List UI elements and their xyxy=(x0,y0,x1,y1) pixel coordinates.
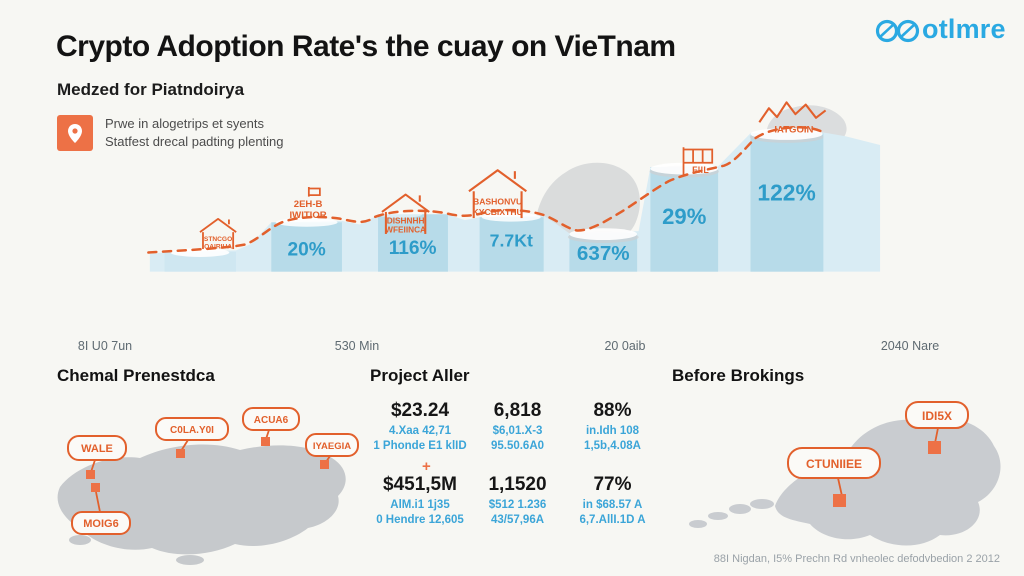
svg-text:DISHNHH: DISHNHH xyxy=(387,217,425,226)
map-callout: MOIG6 xyxy=(71,483,131,535)
x-tick: 20 0aib xyxy=(604,339,646,353)
bar xyxy=(378,214,448,272)
svg-text:BASHONVU: BASHONVU xyxy=(473,197,522,207)
svg-text:IYAEGIA: IYAEGIA xyxy=(313,441,351,452)
section-title-left: Chemal Prenestdca xyxy=(57,366,215,385)
map-pin-icon xyxy=(57,115,93,151)
bar-value: 20% xyxy=(287,239,325,260)
svg-text:STNCGO: STNCGO xyxy=(204,236,232,243)
slashed-circle-icon xyxy=(896,19,920,42)
stat-cell: $451,5M AlM.i1 1j35 0 Hendre 12,605 xyxy=(376,474,464,526)
svg-text:2EH-B: 2EH-B xyxy=(294,199,323,210)
bar xyxy=(479,217,544,272)
legend-line-2: Statfest drecal padting plenting xyxy=(105,134,284,149)
section-title-right: Before Brokings xyxy=(672,366,805,385)
legend: Prwe in alogetrips et syents Statfest dr… xyxy=(57,115,284,151)
x-tick: 8I U0 7un xyxy=(77,339,133,353)
bar xyxy=(750,133,824,272)
stat-cell: 1,1520 $512 1.236 43/57,96A xyxy=(488,474,547,526)
svg-text:IATGOIN: IATGOIN xyxy=(774,125,813,136)
stat-cell: 88% in.Idh 108 1,5b,4.08A xyxy=(584,400,641,452)
map-callout: WALE xyxy=(67,435,127,479)
footer-caption: 88I Nigdan, I5% Prechn Rd vnheolec defod… xyxy=(713,553,1000,565)
bar-value: 637% xyxy=(577,242,630,265)
stat-cell: 6,818 $6,01.X-3 95.50.6A0 xyxy=(490,400,545,452)
house-icon: DISHNHH WFEIINCA xyxy=(381,193,430,234)
house-icon: STNCGO QAIRIUA xyxy=(199,217,237,250)
brand-logo-text: otlmre xyxy=(922,14,1006,44)
map-silhouette xyxy=(775,418,1001,546)
svg-text:QAIRIUA: QAIRIUA xyxy=(204,243,232,250)
svg-text:KYCBIXTHU: KYCBIXTHU xyxy=(473,207,523,217)
left-country-map: WALE C0LA.Y0I ACUA6 IYAEGIA MOIG6 xyxy=(57,407,359,565)
map-callout: CTUNIIEE xyxy=(787,447,881,507)
legend-text: Prwe in alogetrips et syents Statfest dr… xyxy=(105,115,284,151)
sign-icon: 2EH-B IWITIOR xyxy=(290,187,327,221)
svg-text:MOIG6: MOIG6 xyxy=(83,518,118,530)
mountain-zigzag-icon: IATGOIN xyxy=(758,101,827,136)
house-icon: BASHONVU KYCBIXTHU xyxy=(468,169,527,219)
section-title-middle: Project Aller xyxy=(370,366,470,385)
flag-icon: F!!L xyxy=(682,147,714,176)
bar xyxy=(650,167,719,272)
stat-cell: 77% in $68.57 A 6,7.AllI.1D A xyxy=(579,474,646,526)
svg-text:WFEIINCA: WFEIINCA xyxy=(385,225,426,234)
x-tick: 530 Min xyxy=(334,339,380,353)
map-callout: IYAEGIA xyxy=(305,433,359,469)
svg-text:ACUA6: ACUA6 xyxy=(254,415,289,426)
svg-text:C0LA.Y0I: C0LA.Y0I xyxy=(170,425,214,436)
stat-cell: $23.24 4.Xaa 42,71 1 Phonde E1 klID xyxy=(373,400,467,452)
bar xyxy=(164,251,236,272)
adoption-area-chart: STNCGO QAIRIUA 2EH-B IWITIOR DISHNHH WFE… xyxy=(147,101,881,272)
x-tick: 2040 Nare xyxy=(880,339,940,353)
map-callout: C0LA.Y0I xyxy=(155,417,229,458)
slashed-circle-icon xyxy=(875,19,899,42)
bar-value: 122% xyxy=(757,179,815,205)
svg-text:CTUNIIEE: CTUNIIEE xyxy=(806,457,862,471)
bar-value: 29% xyxy=(662,204,707,229)
section-subtitle: Medzed for Piatndoirya xyxy=(57,80,245,99)
map-callout: IDI5X xyxy=(905,401,969,454)
stats-grid: $23.24 4.Xaa 42,71 1 Phonde E1 klID 6,81… xyxy=(370,400,660,528)
bar-value: 7.7Kt xyxy=(490,231,533,251)
svg-text:IDI5X: IDI5X xyxy=(922,409,952,423)
brand-logo: otlmre xyxy=(874,14,1006,45)
plus-divider: + xyxy=(422,458,431,475)
svg-text:F!!L: F!!L xyxy=(692,165,709,175)
bar-value: 116% xyxy=(389,238,437,259)
map-callout: ACUA6 xyxy=(242,407,300,446)
bar xyxy=(271,222,342,272)
svg-text:IWITIOR: IWITIOR xyxy=(290,210,327,221)
svg-text:WALE: WALE xyxy=(81,443,113,455)
stats-row: $23.24 4.Xaa 42,71 1 Phonde E1 klID 6,81… xyxy=(370,400,660,454)
trend-line xyxy=(147,126,827,254)
page-title: Crypto Adoption Rate's the cuay on VieTn… xyxy=(56,30,676,64)
right-country-map: CTUNIIEE IDI5X xyxy=(689,401,1001,546)
stats-row: $451,5M AlM.i1 1j35 0 Hendre 12,605 1,15… xyxy=(370,474,660,528)
legend-line-1: Prwe in alogetrips et syents xyxy=(105,116,264,131)
